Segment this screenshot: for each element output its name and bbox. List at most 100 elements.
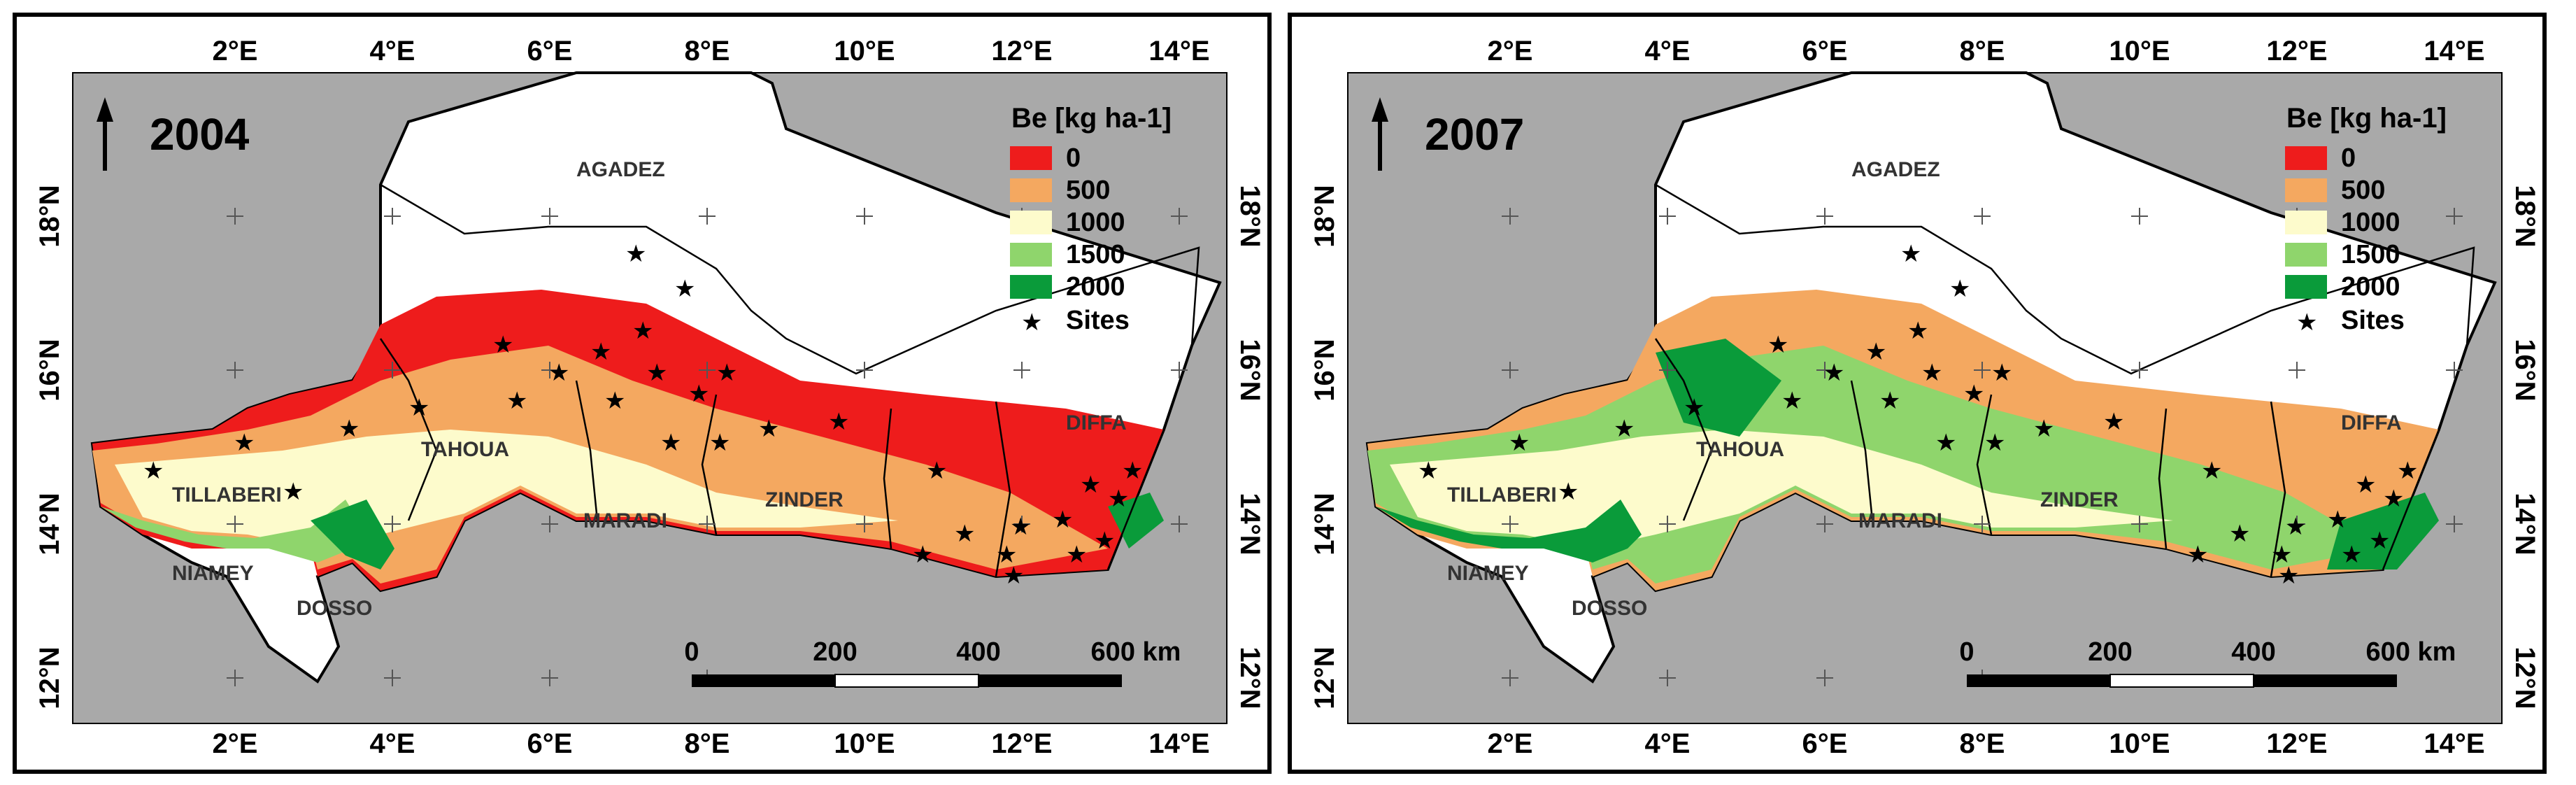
scale-label-200: 200: [813, 637, 857, 667]
scale-label-600: 600 km: [2366, 637, 2456, 667]
svg-text:★: ★: [604, 387, 625, 415]
scale-label-200: 200: [2088, 637, 2132, 667]
lon-tick-bottom-4e: 4°E: [370, 728, 415, 759]
site-markers: ★★★★ ★★★★ ★★★★ ★★★★ ★★ ★★ ★★★★ ★★ ★★ ★ ★★★: [143, 240, 1143, 590]
svg-text:★: ★: [2383, 485, 2404, 513]
svg-text:★: ★: [408, 394, 429, 422]
lat-tick-left-14n: 14°N: [34, 493, 65, 555]
svg-text:★: ★: [660, 429, 681, 457]
svg-text:★: ★: [1921, 359, 1942, 387]
lat-tick-right-14n: 14°N: [1234, 493, 1265, 555]
svg-text:★: ★: [1865, 338, 1886, 366]
svg-text:★: ★: [1066, 541, 1087, 569]
svg-text:★: ★: [2201, 457, 2222, 485]
lat-tick-left-16n: 16°N: [1309, 339, 1340, 401]
svg-text:★: ★: [2327, 506, 2348, 534]
svg-text:★: ★: [2369, 527, 2390, 555]
scale-label-0: 0: [684, 637, 699, 667]
svg-text:★: ★: [339, 415, 360, 443]
scale-bar: 0 200 400 600 km: [684, 637, 1181, 688]
svg-text:★: ★: [1558, 478, 1579, 506]
legend-label-0: 0: [2341, 143, 2356, 173]
legend-swatch-1000: [1010, 211, 1052, 234]
legend-swatch-2000: [2285, 275, 2327, 299]
legend-swatch-500: [1010, 178, 1052, 202]
lon-tick-top-12e: 12°E: [2266, 36, 2327, 66]
region-boundaries: [1654, 183, 2475, 577]
svg-text:★: ★: [492, 331, 513, 359]
legend-label-1000: 1000: [1066, 208, 1125, 237]
year-label: 2004: [150, 109, 250, 160]
legend-label-1000: 1000: [2341, 208, 2400, 237]
svg-text:★: ★: [674, 275, 695, 303]
svg-text:★: ★: [2278, 562, 2299, 590]
lon-tick-top-10e: 10°E: [834, 36, 895, 66]
lon-tick-bottom-12e: 12°E: [991, 728, 1052, 759]
region-label-dosso: DOSSO: [297, 597, 372, 620]
svg-text:★: ★: [1010, 513, 1031, 541]
svg-text:★: ★: [1003, 562, 1024, 590]
svg-text:★: ★: [1900, 240, 1921, 268]
lon-tick-bottom-2e: 2°E: [1488, 728, 1533, 759]
legend-label-1500: 1500: [2341, 240, 2400, 269]
legend: Be [kg ha-1] 0 500 1000 1500 2000 ★ Site…: [1010, 103, 1172, 337]
north-arrow-icon: [1372, 97, 1388, 171]
site-markers: ★★★★ ★★★★ ★★★★ ★★★★ ★★ ★★ ★★★★ ★★ ★★ ★ ★★★: [1418, 240, 2418, 590]
svg-text:★: ★: [1949, 275, 1970, 303]
lon-tick-bottom-8e: 8°E: [1960, 728, 2005, 759]
map-2007: ★★★★ ★★★★ ★★★★ ★★★★ ★★ ★★ ★★★★ ★★ ★★ ★ ★★★ …: [1292, 17, 2542, 770]
svg-text:★: ★: [143, 457, 164, 485]
biomass-layer-lightgreen: [101, 500, 367, 563]
svg-text:★: ★: [1122, 457, 1143, 485]
legend-swatch-0: [1010, 146, 1052, 170]
lon-tick-bottom-6e: 6°E: [1802, 728, 1848, 759]
lon-tick-top-2e: 2°E: [213, 36, 258, 66]
lat-tick-left-12n: 12°N: [1309, 646, 1340, 709]
lon-tick-bottom-10e: 10°E: [2109, 728, 2170, 759]
svg-text:★: ★: [2033, 415, 2054, 443]
scale-bar: 0 200 400 600 km: [1959, 637, 2456, 688]
svg-text:★: ★: [548, 359, 569, 387]
lat-tick-right-14n: 14°N: [2510, 493, 2540, 555]
legend-label-sites: Sites: [2341, 306, 2405, 335]
legend-label-2000: 2000: [1066, 272, 1125, 302]
region-label-diffa: DIFFA: [1066, 411, 1127, 434]
lat-tick-right-18n: 18°N: [1234, 185, 1265, 247]
lat-tick-left-14n: 14°N: [1309, 493, 1340, 555]
region-label-tillaberi: TILLABERI: [1447, 483, 1557, 507]
legend-title: Be [kg ha-1]: [2286, 103, 2447, 134]
svg-text:★: ★: [1108, 485, 1129, 513]
legend-swatch-1500: [1010, 243, 1052, 267]
svg-text:★: ★: [1614, 415, 1635, 443]
region-label-tillaberi: TILLABERI: [172, 483, 282, 507]
region-label-zinder: ZINDER: [765, 488, 844, 511]
svg-text:★: ★: [2397, 457, 2418, 485]
svg-text:★: ★: [758, 415, 779, 443]
region-label-diffa: DIFFA: [2341, 411, 2402, 434]
legend-label-2000: 2000: [2341, 272, 2400, 302]
star-icon: ★: [1021, 309, 1042, 337]
svg-text:★: ★: [2285, 513, 2306, 541]
scale-label-600: 600 km: [1091, 637, 1181, 667]
svg-text:★: ★: [912, 541, 933, 569]
legend-label-sites: Sites: [1066, 306, 1130, 335]
svg-text:★: ★: [234, 429, 255, 457]
svg-text:★: ★: [1991, 359, 2012, 387]
svg-text:★: ★: [828, 408, 849, 436]
svg-text:★: ★: [1984, 429, 2005, 457]
svg-text:★: ★: [2341, 541, 2362, 569]
lon-tick-top-8e: 8°E: [1960, 36, 2005, 66]
map-panel-2007: ★ ★ ★ ★ ★ ★ ★ ★ ★ ★ ★ ★ ★ ★ ★ ★ ★ ★ ★ ★ ★ ★ ★ ★ ★ ★ ★ ★ ★ ★ ★ ★ …: [1288, 13, 2547, 774]
lon-tick-top-6e: 6°E: [1802, 36, 1848, 66]
lon-tick-bottom-14e: 14°E: [2424, 728, 2484, 759]
legend-swatch-1500: [2285, 243, 2327, 267]
north-arrow-icon: [97, 97, 113, 171]
map-2004: ★★★★ ★★★★ ★★★★ ★★★★ ★★ ★★ ★★★★ ★★ ★★ ★ ★★★ …: [17, 17, 1267, 770]
svg-text:★: ★: [2271, 541, 2292, 569]
lon-tick-bottom-6e: 6°E: [527, 728, 573, 759]
lon-tick-top-4e: 4°E: [1645, 36, 1691, 66]
svg-text:★: ★: [646, 359, 667, 387]
lon-tick-bottom-4e: 4°E: [1645, 728, 1691, 759]
legend: Be [kg ha-1] 0 500 1000 1500 2000 ★ Site…: [2285, 103, 2447, 337]
region-label-tahoua: TAHOUA: [421, 438, 509, 461]
